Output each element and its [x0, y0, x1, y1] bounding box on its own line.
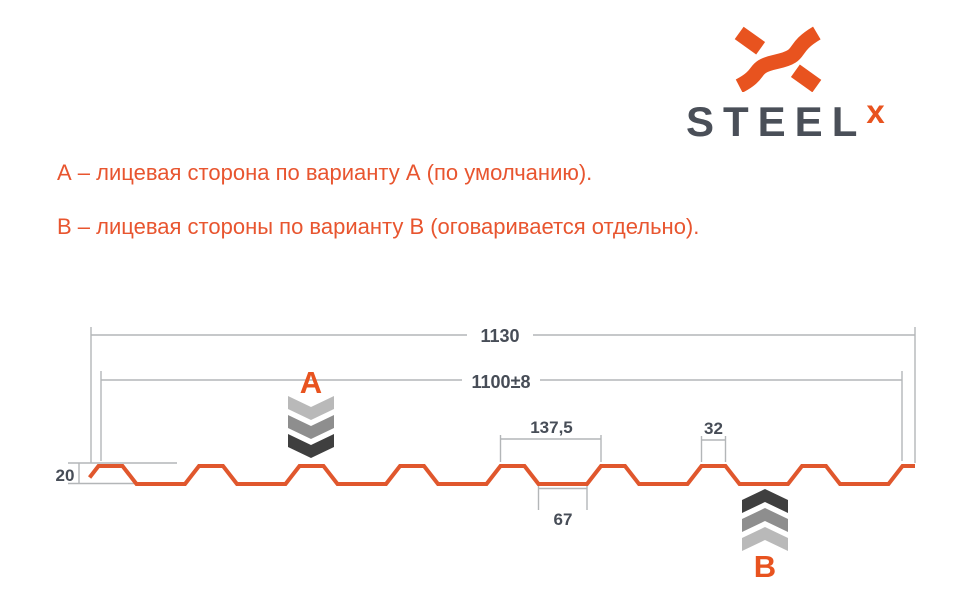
- dim-label-profile-height: 20: [56, 466, 75, 485]
- profile-outline: [88, 464, 915, 486]
- x-icon-top-left-arm: [734, 26, 766, 55]
- note-variant-a: А – лицевая сторона по варианту А (по ум…: [57, 160, 593, 185]
- dim-label-rib-top-width: 32: [704, 419, 723, 438]
- side-a-marker: A: [288, 365, 334, 458]
- dim-label-working-width: 1100±8: [472, 372, 531, 392]
- logo-wordmark: STEELx: [686, 94, 885, 145]
- logo-superscript-x: x: [866, 93, 885, 130]
- dim-overall-width: 1130: [90, 326, 916, 463]
- dim-rib-top-width: 32: [700, 419, 727, 462]
- x-icon-bottom-right-arm: [790, 64, 822, 92]
- chevron-up-icon: [742, 508, 788, 532]
- note-variant-b: В – лицевая стороны по варианту В (огова…: [57, 214, 700, 239]
- dim-valley-width: 67: [537, 484, 588, 529]
- dim-working-width: 1100±8: [100, 371, 903, 461]
- side-b-marker: B: [742, 489, 788, 584]
- dim-label-rib-pitch: 137,5: [530, 418, 573, 437]
- dim-label-valley-width: 67: [554, 510, 573, 529]
- chevron-up-icon: [742, 489, 788, 513]
- dim-label-overall-width: 1130: [480, 326, 519, 346]
- chevron-down-icon: [288, 415, 334, 439]
- chevron-down-icon: [288, 396, 334, 420]
- logo-brand-text: STEEL: [686, 98, 867, 145]
- chevron-down-icon: [288, 434, 334, 458]
- x-icon-s-stroke: [735, 26, 821, 92]
- side-a-label: A: [300, 365, 322, 400]
- side-b-label: B: [754, 549, 776, 584]
- steelx-x-icon: [734, 26, 822, 92]
- chevron-up-icon: [742, 527, 788, 551]
- dim-rib-pitch: 137,5: [499, 418, 602, 462]
